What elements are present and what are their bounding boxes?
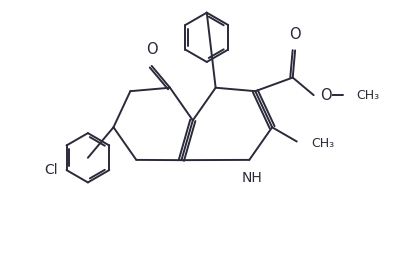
Text: O: O: [146, 42, 158, 57]
Text: O: O: [289, 27, 301, 42]
Text: CH₃: CH₃: [311, 137, 334, 150]
Text: NH: NH: [242, 170, 263, 185]
Text: Cl: Cl: [44, 163, 58, 177]
Text: O: O: [320, 88, 332, 103]
Text: CH₃: CH₃: [357, 89, 380, 102]
